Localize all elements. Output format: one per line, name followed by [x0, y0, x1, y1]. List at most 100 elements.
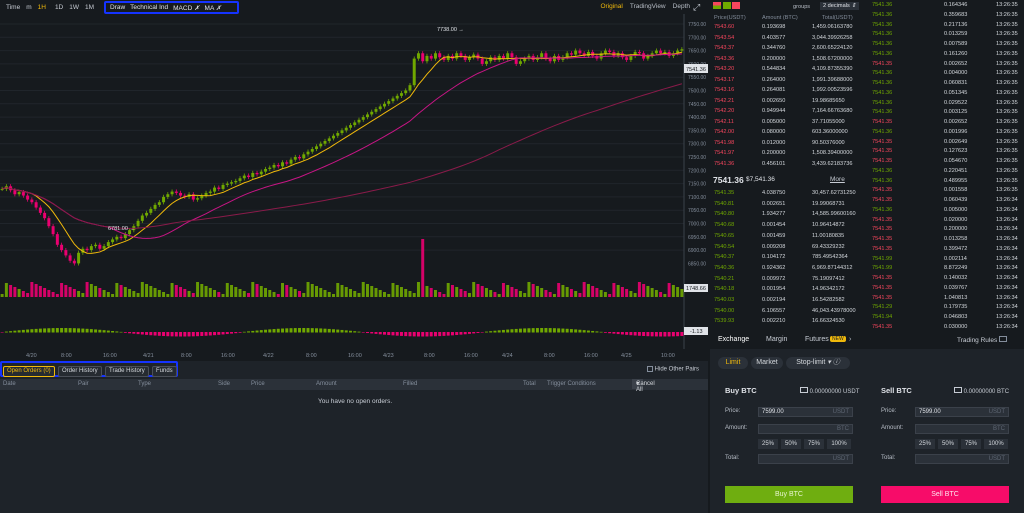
trading-rules-link[interactable]: Trading Rules: [957, 336, 1008, 344]
buy-price-input[interactable]: 7599.00 USDT: [758, 407, 853, 417]
candle-body: [310, 149, 314, 152]
book-layout-icons[interactable]: [713, 2, 743, 10]
macd-indicator[interactable]: MACD ✗: [173, 4, 200, 12]
chart-toolbar: Time m 1H 1D 1W 1M: [0, 0, 708, 14]
sell-100-button[interactable]: 100%: [984, 439, 1008, 449]
sell-total-input[interactable]: USDT: [915, 454, 1009, 464]
macd-bar: [595, 331, 599, 333]
volume-bar: [115, 283, 119, 297]
cancel-all-button[interactable]: Cancel All ▾: [632, 379, 655, 393]
bid-row[interactable]: 7540.80 1.934277 14,585.99600160: [714, 211, 856, 218]
volume-bar: [38, 286, 42, 297]
fullscreen-icon[interactable]: ⤢: [693, 2, 701, 12]
ask-row[interactable]: 7543.37 0.344760 2,600.65224120: [714, 45, 853, 51]
ask-row[interactable]: 7541.36 0.456101 3,439.62183736: [714, 160, 853, 167]
bid-row[interactable]: 7539.93 0.002210 16.66324530: [714, 318, 845, 325]
volume-bar: [616, 285, 620, 297]
buy-75-button[interactable]: 75%: [804, 439, 824, 449]
candle-body: [298, 157, 302, 159]
view-tradingview[interactable]: TradingView: [629, 3, 666, 10]
sell-75-button[interactable]: 75%: [961, 439, 981, 449]
order-type-market[interactable]: Market: [751, 357, 783, 369]
tab-funds[interactable]: Funds: [152, 366, 177, 377]
trade-row: 7541.35 0.054670 13:26:35: [872, 158, 1018, 164]
sell-50-button[interactable]: 50%: [938, 439, 958, 449]
tab-exchange[interactable]: Exchange: [718, 336, 750, 343]
decimals-select[interactable]: 2 decimals ⇕: [820, 2, 859, 10]
ask-row[interactable]: 7543.60 0.193698 1,459.06163780: [714, 24, 853, 30]
bid-row[interactable]: 7540.65 0.001459 11.00180835: [714, 232, 845, 239]
buy-50-button[interactable]: 50%: [781, 439, 801, 449]
bid-row[interactable]: 7541.35 4.038750 30,457.62731250: [714, 190, 856, 196]
tab-margin[interactable]: Margin: [766, 336, 788, 343]
bid-row[interactable]: 7540.03 0.002194 16.54282582: [714, 297, 845, 303]
bid-row[interactable]: 7540.36 0.924362 6,969.87144312: [714, 264, 853, 271]
ask-row[interactable]: 7542.00 0.080000 603.36000000: [714, 129, 848, 135]
candle-body: [77, 252, 81, 264]
volume-bar: [506, 285, 510, 297]
ask-row[interactable]: 7543.54 0.403577 3,044.39926258: [714, 34, 853, 41]
bid-row[interactable]: 7540.54 0.009208 69.43329232: [714, 243, 845, 250]
buy-button[interactable]: Buy BTC: [725, 486, 853, 503]
bid-row[interactable]: 7540.00 6.106557 46,043.43978000: [714, 307, 856, 314]
buy-100-button[interactable]: 100%: [827, 439, 851, 449]
ask-row[interactable]: 7542.20 0.949944 7,164.66763680: [714, 108, 853, 114]
more-link[interactable]: More: [830, 176, 845, 183]
timeframe-1w[interactable]: 1W: [69, 3, 79, 11]
ask-row[interactable]: 7543.17 0.264000 1,991.39688000: [714, 76, 853, 83]
macd-bar: [676, 332, 680, 337]
candle-body: [336, 133, 340, 136]
volume-bar: [667, 283, 671, 297]
candle-body: [646, 55, 650, 59]
candlestick-chart[interactable]: 7750.007700.007650.007600.007550.007500.…: [0, 14, 708, 360]
bid-row[interactable]: 7540.81 0.002651 19.99068731: [714, 200, 845, 207]
buy-total-input[interactable]: USDT: [758, 454, 853, 464]
high-price-label: 7738.00 →: [437, 27, 464, 33]
ask-row[interactable]: 7541.98 0.012000 90.50376000: [714, 139, 845, 146]
tab-order-history[interactable]: Order History: [58, 366, 102, 377]
ask-row[interactable]: 7542.21 0.002650 19.98685650: [714, 97, 845, 104]
minute-selector[interactable]: m: [26, 3, 32, 11]
sell-button[interactable]: Sell BTC: [881, 486, 1009, 503]
candle-body: [0, 188, 4, 190]
timeframe-1d[interactable]: 1D: [54, 3, 64, 11]
ask-row[interactable]: 7543.20 0.544834 4,109.87355390: [714, 66, 853, 72]
volume-bar: [531, 284, 535, 297]
order-type-stop-limit[interactable]: Stop-limit ▾ ⓘ: [786, 357, 850, 369]
tab-trade-history[interactable]: Trade History: [105, 366, 149, 377]
buy-25-button[interactable]: 25%: [758, 439, 778, 449]
ask-row[interactable]: 7543.36 0.200000 1,508.67200000: [714, 55, 853, 62]
timeframe-1h[interactable]: 1H: [37, 3, 46, 11]
bid-row[interactable]: 7540.37 0.104172 785.49542364: [714, 254, 848, 261]
macd-bar: [183, 332, 187, 337]
chevron-right-icon[interactable]: ›: [849, 336, 852, 343]
ask-row[interactable]: 7541.97 0.200000 1,508.39400000: [714, 150, 853, 156]
candle-body: [319, 143, 323, 147]
timeframe-1m[interactable]: 1M: [85, 3, 95, 11]
view-original[interactable]: Original: [600, 3, 623, 10]
bid-row[interactable]: 7540.18 0.001954 14.96342172: [714, 286, 845, 293]
ma-indicator[interactable]: MA ✗: [204, 4, 222, 12]
volume-bar: [81, 293, 85, 297]
buy-amount-input[interactable]: BTC: [758, 424, 853, 434]
draw-button[interactable]: Draw: [110, 4, 126, 11]
volume-bar: [340, 285, 344, 297]
volume-bar: [51, 292, 55, 297]
technical-indicators-button[interactable]: Technical Ind: [130, 4, 169, 11]
ask-row[interactable]: 7542.11 0.005000 37.71055000: [714, 118, 845, 125]
sell-25-button[interactable]: 25%: [915, 439, 935, 449]
ask-row[interactable]: 7543.16 0.264081 1,992.00523596: [714, 87, 853, 93]
tab-futures[interactable]: Futures: [805, 336, 829, 343]
tab-open-orders[interactable]: Open Orders (0): [3, 366, 55, 377]
col-pair: Pair: [78, 381, 89, 387]
bid-row[interactable]: 7540.21 0.009972 75.19097412: [714, 275, 845, 282]
time-tick: 10:00: [661, 353, 675, 359]
candle-body: [255, 172, 259, 175]
order-type-limit[interactable]: Limit: [718, 357, 748, 369]
macd-bar: [204, 332, 208, 336]
view-depth[interactable]: Depth: [672, 3, 690, 10]
sell-price-input[interactable]: 7599.00 USDT: [915, 407, 1009, 417]
sell-amount-input[interactable]: BTC: [915, 424, 1009, 434]
bid-row[interactable]: 7540.68 0.001454 10.96414872: [714, 222, 845, 229]
hide-other-pairs[interactable]: Hide Other Pairs: [647, 366, 699, 373]
